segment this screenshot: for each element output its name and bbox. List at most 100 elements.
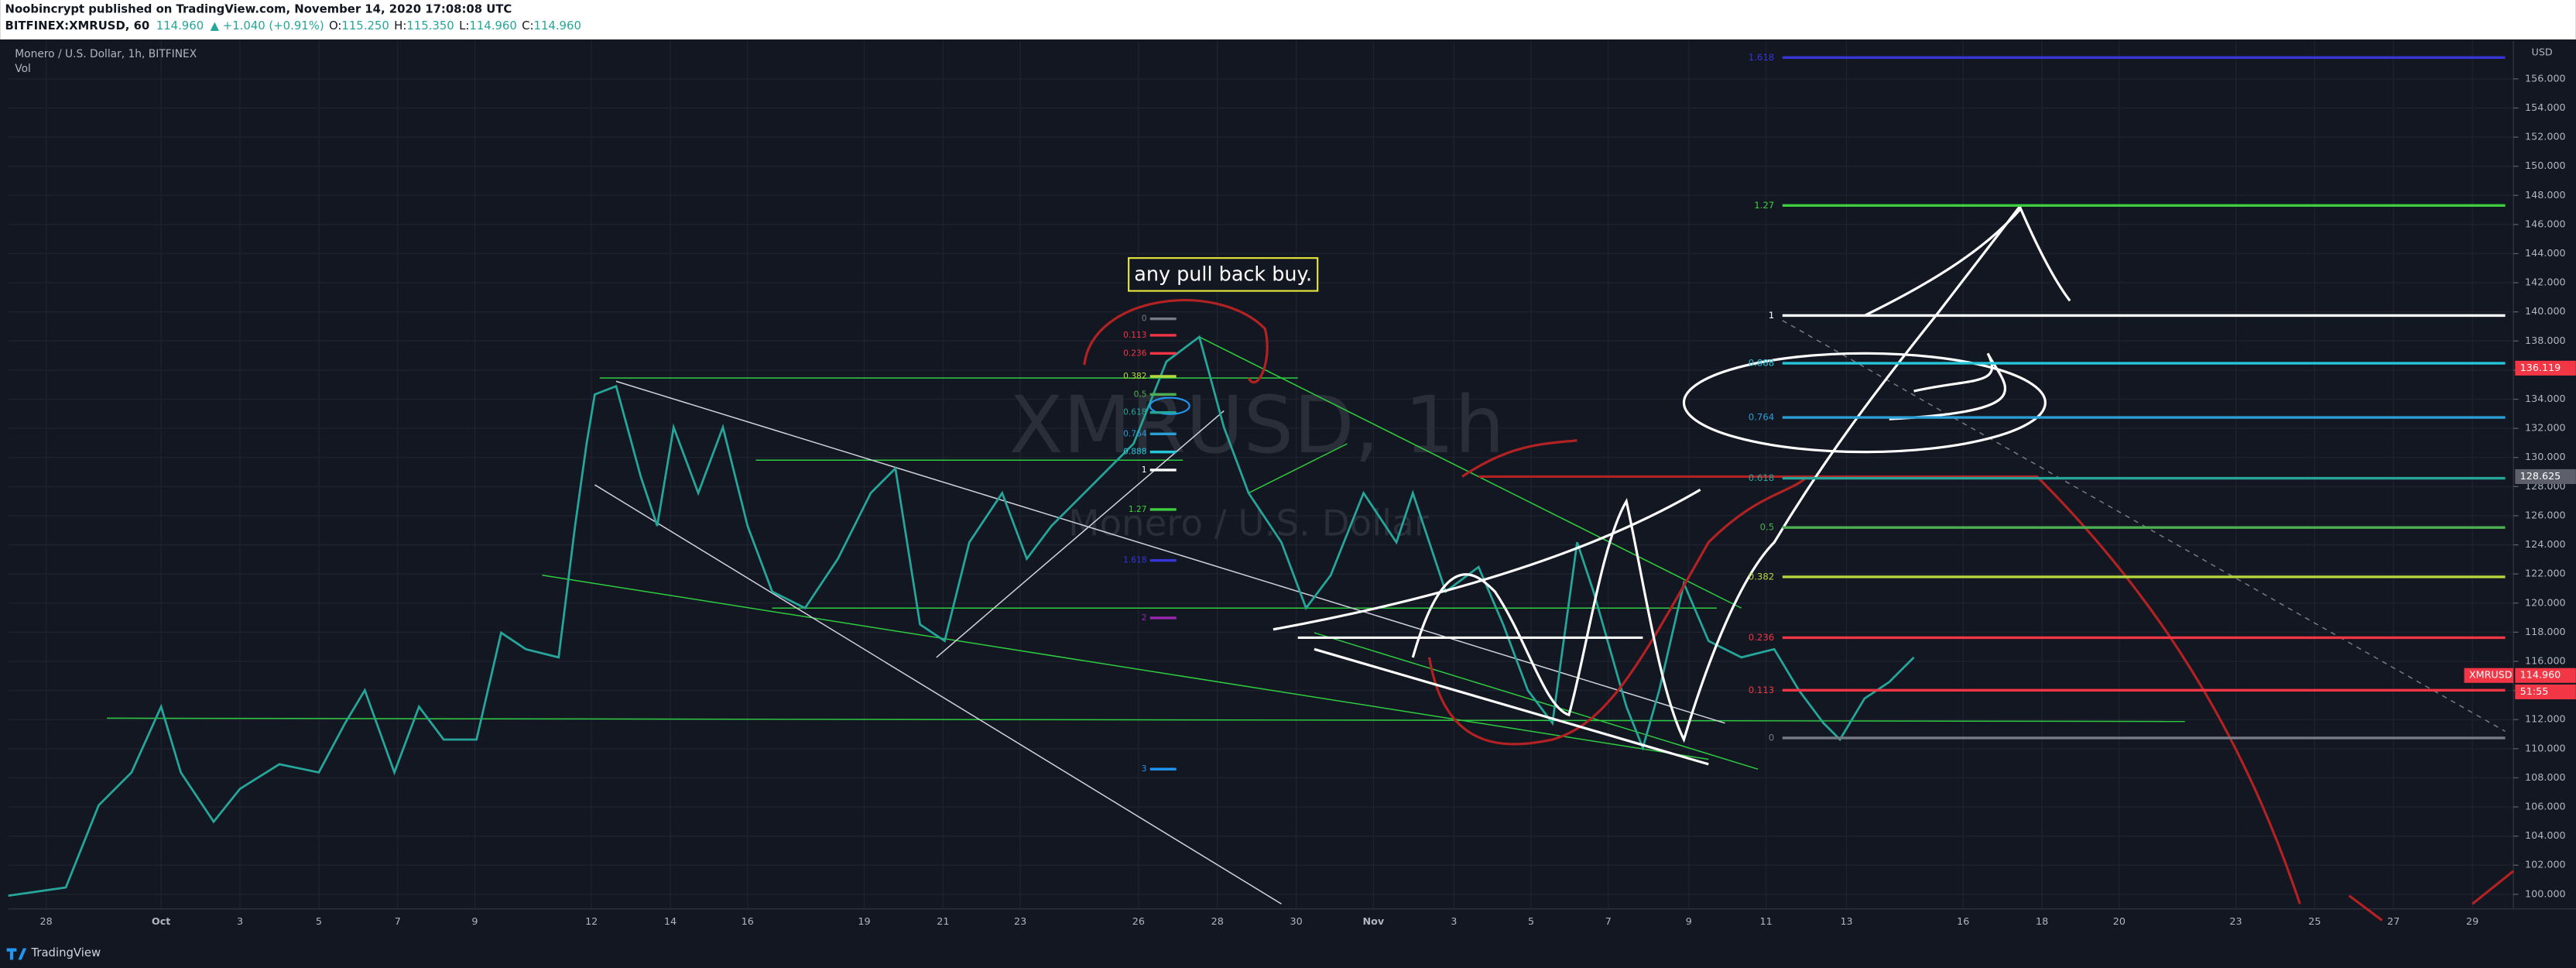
time-label: 30	[1290, 916, 1303, 928]
drawings	[107, 320, 2506, 904]
footer-bar	[0, 936, 2576, 968]
price-label: 146.000	[2525, 218, 2566, 230]
trendline	[542, 575, 1709, 760]
time-label: 23	[1014, 916, 1026, 928]
time-label: Oct	[152, 916, 170, 928]
price-label: 120.000	[2525, 597, 2566, 609]
price-label: 102.000	[2525, 860, 2566, 871]
quote-part: ▲ +1.040 (+0.91%)	[211, 19, 324, 33]
time-label: 28	[1211, 916, 1224, 928]
currency: USD	[2532, 46, 2553, 58]
time-label: Nov	[1363, 916, 1385, 928]
time-label: 11	[1759, 916, 1772, 928]
time-label: 21	[937, 916, 949, 928]
price-label: 118.000	[2525, 626, 2566, 638]
time-label: 7	[1605, 916, 1612, 928]
quote-line: BITFINEX:XMRUSD, 60 114.960 ▲ +1.040 (+0.9…	[5, 19, 581, 33]
price-tag	[2515, 469, 2576, 484]
fib-label: 0.764	[1749, 412, 1774, 423]
axes: USD 156.000 154.000 152.000 150.000 148.000 14…	[39, 46, 2576, 928]
price-label: 122.000	[2525, 568, 2566, 580]
time-label: 16	[1957, 916, 1969, 928]
fib-label: 0.618	[1749, 472, 1774, 483]
quote-part: C:	[522, 19, 533, 33]
fib-label: 1.27	[1754, 200, 1774, 211]
quote-part: 115.350	[406, 19, 454, 33]
fib-label: 1.27	[1129, 504, 1147, 514]
red-sketch	[1427, 475, 1808, 746]
time-label: 3	[237, 916, 243, 928]
fib-levels: 1.618 1.27 1 0.888 0.764 0.618 0.5 0.382 0.236 0.…	[1123, 52, 2506, 774]
fib-label: 1.618	[1749, 52, 1774, 63]
price-tag-label: 136.119	[2520, 362, 2561, 374]
time-label: 12	[585, 916, 598, 928]
quote-part: H:	[394, 19, 406, 33]
price-tag-label: 114.960	[2520, 670, 2561, 681]
fib-label: 0.382	[1123, 371, 1146, 381]
fib-label: 0.5	[1134, 389, 1147, 399]
fib-label: 1	[1769, 310, 1774, 321]
time-label: 14	[664, 916, 677, 928]
fib-label: 0	[1769, 732, 1774, 743]
price-label: 144.000	[2525, 248, 2566, 259]
symbol-legend: Monero / U.S. Dollar, 1h, BITFINEX	[15, 48, 197, 60]
time-label: 13	[1840, 916, 1852, 928]
trendline	[615, 380, 1725, 724]
time-label: 20	[2113, 916, 2126, 928]
price-label: 140.000	[2525, 306, 2566, 318]
volume-legend: Vol	[15, 63, 31, 75]
watermark: XMRUSD, 1h	[1009, 379, 1505, 472]
trendline	[107, 717, 2185, 723]
price-tag	[2464, 668, 2514, 683]
footer-brand: TradingView	[30, 946, 101, 959]
white-ellipse	[1682, 352, 2047, 454]
time-label: 18	[2036, 916, 2048, 928]
time-label: 19	[858, 916, 870, 928]
price-label: 116.000	[2525, 655, 2566, 667]
time-label: 9	[471, 916, 478, 928]
price-tag	[2515, 684, 2576, 700]
white-sketch	[1889, 352, 2007, 420]
time-label: 23	[2229, 916, 2242, 928]
white-sketch	[1273, 489, 1709, 766]
red-sketch	[1083, 299, 1269, 384]
fib-label: 0.382	[1749, 571, 1774, 582]
price-label: 108.000	[2525, 772, 2566, 784]
price-label: 106.000	[2525, 802, 2566, 813]
time-label: 9	[1686, 916, 1692, 928]
fib-label: 1.618	[1123, 555, 1147, 565]
fib-label: 3	[1142, 764, 1147, 774]
price-label: 142.000	[2525, 277, 2566, 289]
time-label: 3	[1451, 916, 1457, 928]
white-sketch	[1864, 206, 2071, 317]
price-tag-label: 51:55	[2520, 686, 2549, 698]
quote-part: L:	[459, 19, 469, 33]
quote-part: 115.250	[341, 19, 389, 33]
fib-label: 0.113	[1749, 685, 1774, 695]
price-label: 100.000	[2525, 888, 2566, 900]
hand-drawings	[1083, 204, 2515, 922]
header-bar	[0, 0, 2576, 39]
fib-label: 0.618	[1123, 407, 1147, 417]
fib-label: 0.888	[1123, 447, 1147, 457]
annotation-box	[1128, 257, 1319, 292]
fib-label: 0.5	[1760, 522, 1775, 533]
price-label: 134.000	[2525, 393, 2566, 405]
time-label: 25	[2308, 916, 2321, 928]
price-label: 154.000	[2525, 102, 2566, 114]
price-label: 104.000	[2525, 830, 2566, 842]
time-label: 5	[316, 916, 322, 928]
trendline	[594, 484, 1282, 904]
trendline	[1782, 320, 2506, 733]
quote-part: BITFINEX:XMRUSD, 60	[5, 19, 150, 33]
price-tag-label: 128.625	[2520, 471, 2561, 482]
price-label: 148.000	[2525, 190, 2566, 201]
blue-ellipse	[1149, 396, 1190, 415]
quote-part: 114.960	[156, 19, 204, 33]
time-label: 16	[742, 916, 754, 928]
price-tag	[2515, 668, 2576, 683]
fib-label: 0.764	[1123, 428, 1147, 438]
annotation: any pull back buy.	[1134, 263, 1312, 286]
